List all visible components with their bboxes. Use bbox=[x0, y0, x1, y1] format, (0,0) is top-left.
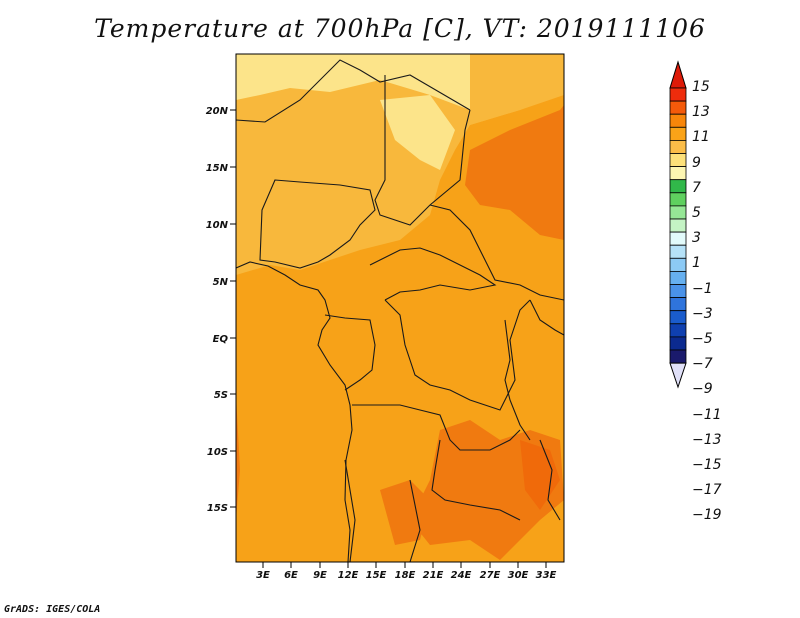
colorbar-swatch bbox=[669, 113, 687, 128]
field-pale-patch bbox=[380, 95, 455, 170]
lon-tick-label: 30E bbox=[508, 570, 529, 581]
longitude-axis: 3E 6E 9E 12E 15E 18E 21E 24E 27E 30E 33E bbox=[256, 562, 557, 581]
colorbar-swatch bbox=[669, 192, 687, 207]
lat-tick-label: EQ bbox=[213, 334, 229, 345]
border-zambia bbox=[431, 439, 521, 521]
field-pale-north bbox=[236, 54, 470, 110]
colorbar-level-label: −9 bbox=[692, 381, 713, 398]
colorbar-swatch bbox=[669, 166, 687, 181]
colorbar-level-label: 15 bbox=[692, 79, 710, 95]
lat-tick-label: 5S bbox=[214, 390, 228, 401]
field-dark-south bbox=[380, 480, 430, 545]
field-dark-sudan bbox=[465, 105, 564, 240]
colorbar-level-label: 5 bbox=[692, 205, 701, 221]
colorbar-swatch bbox=[669, 270, 687, 285]
border-car bbox=[369, 247, 497, 301]
lat-tick-label: 5N bbox=[213, 277, 229, 288]
colorbar-swatch bbox=[669, 126, 687, 141]
colorbar-top-arrow bbox=[669, 60, 687, 89]
border-mozambique bbox=[539, 439, 561, 521]
colorbar-swatch bbox=[669, 336, 687, 351]
colorbar-swatch bbox=[669, 87, 687, 102]
colorbar-bottom-arrow bbox=[669, 362, 687, 389]
lon-tick-label: 3E bbox=[256, 570, 270, 581]
lon-tick-label: 24E bbox=[451, 570, 472, 581]
border-southwest bbox=[344, 459, 421, 562]
temperature-field bbox=[236, 54, 564, 562]
colorbar-level-label: −17 bbox=[692, 482, 722, 499]
colorbar-swatch bbox=[669, 284, 687, 299]
latitude-axis: 20N 15N 10N 5N EQ 5S 10S 15S bbox=[206, 106, 236, 514]
border-sahara bbox=[236, 59, 471, 123]
border-lakes bbox=[504, 319, 531, 441]
lon-tick-label: 6E bbox=[284, 570, 298, 581]
lat-tick-label: 20N bbox=[206, 106, 229, 117]
border-nigeria bbox=[259, 179, 376, 269]
colorbar-level-label: −7 bbox=[692, 356, 713, 373]
colorbar-level-label: 3 bbox=[692, 230, 701, 247]
lon-tick-label: 33E bbox=[536, 570, 557, 581]
border-congo-gabon bbox=[324, 314, 376, 391]
colorbar-level-label: −13 bbox=[692, 431, 722, 448]
colorbar-level-label: 11 bbox=[692, 129, 710, 146]
colorbar-level-label: 13 bbox=[692, 104, 710, 121]
colorbar-level-label: −5 bbox=[692, 331, 713, 347]
colorbar-level-label: 7 bbox=[692, 179, 701, 196]
field-light-east bbox=[470, 54, 564, 125]
country-borders bbox=[236, 59, 564, 562]
lat-tick-label: 15N bbox=[206, 163, 229, 174]
border-niger-chad bbox=[374, 75, 471, 226]
colorbar-level-label: −3 bbox=[692, 305, 713, 322]
border-east bbox=[529, 299, 564, 336]
colorbar-swatch bbox=[669, 257, 687, 272]
colorbar-swatch bbox=[669, 323, 687, 338]
colorbar-swatch bbox=[669, 205, 687, 220]
border-angola-drc bbox=[352, 404, 521, 451]
border-drc-north bbox=[384, 299, 531, 411]
colorbar-swatch bbox=[669, 153, 687, 168]
field-darker-mozambique bbox=[520, 440, 560, 510]
lon-tick-label: 27E bbox=[480, 570, 501, 581]
colorbar-swatch bbox=[669, 231, 687, 246]
colorbar-swatch bbox=[669, 297, 687, 312]
colorbar-level-label: −19 bbox=[692, 507, 722, 524]
colorbar-level-label: −1 bbox=[692, 280, 713, 297]
lon-tick-label: 21E bbox=[423, 570, 444, 581]
grads-credit: GrADS: IGES/COLA bbox=[4, 604, 101, 615]
field-dark-coastal bbox=[236, 395, 240, 520]
colorbar-swatch bbox=[669, 100, 687, 115]
colorbar-level-label: 1 bbox=[692, 255, 701, 272]
lon-tick-label: 15E bbox=[366, 570, 387, 581]
colorbar bbox=[669, 60, 687, 389]
map-frame bbox=[235, 53, 565, 563]
lat-tick-label: 10S bbox=[207, 447, 228, 458]
lon-tick-label: 18E bbox=[395, 570, 416, 581]
colorbar-swatch bbox=[669, 218, 687, 233]
border-sudan-ss bbox=[429, 204, 564, 301]
colorbar-level-label: −15 bbox=[692, 457, 722, 473]
colorbar-level-label: 9 bbox=[692, 154, 701, 171]
colorbar-swatch bbox=[669, 310, 687, 325]
colorbar-swatch bbox=[669, 179, 687, 194]
lon-tick-label: 9E bbox=[313, 570, 327, 581]
colorbar-level-label: −11 bbox=[692, 406, 722, 423]
colorbar-swatch bbox=[669, 349, 687, 364]
lat-tick-label: 10N bbox=[206, 220, 229, 231]
lon-tick-label: 12E bbox=[338, 570, 359, 581]
lat-tick-label: 15S bbox=[207, 503, 228, 514]
colorbar-swatch bbox=[669, 139, 687, 154]
chart-title: Temperature at 700hPa [C], VT: 201911110… bbox=[94, 14, 706, 43]
colorbar-swatch bbox=[669, 244, 687, 259]
